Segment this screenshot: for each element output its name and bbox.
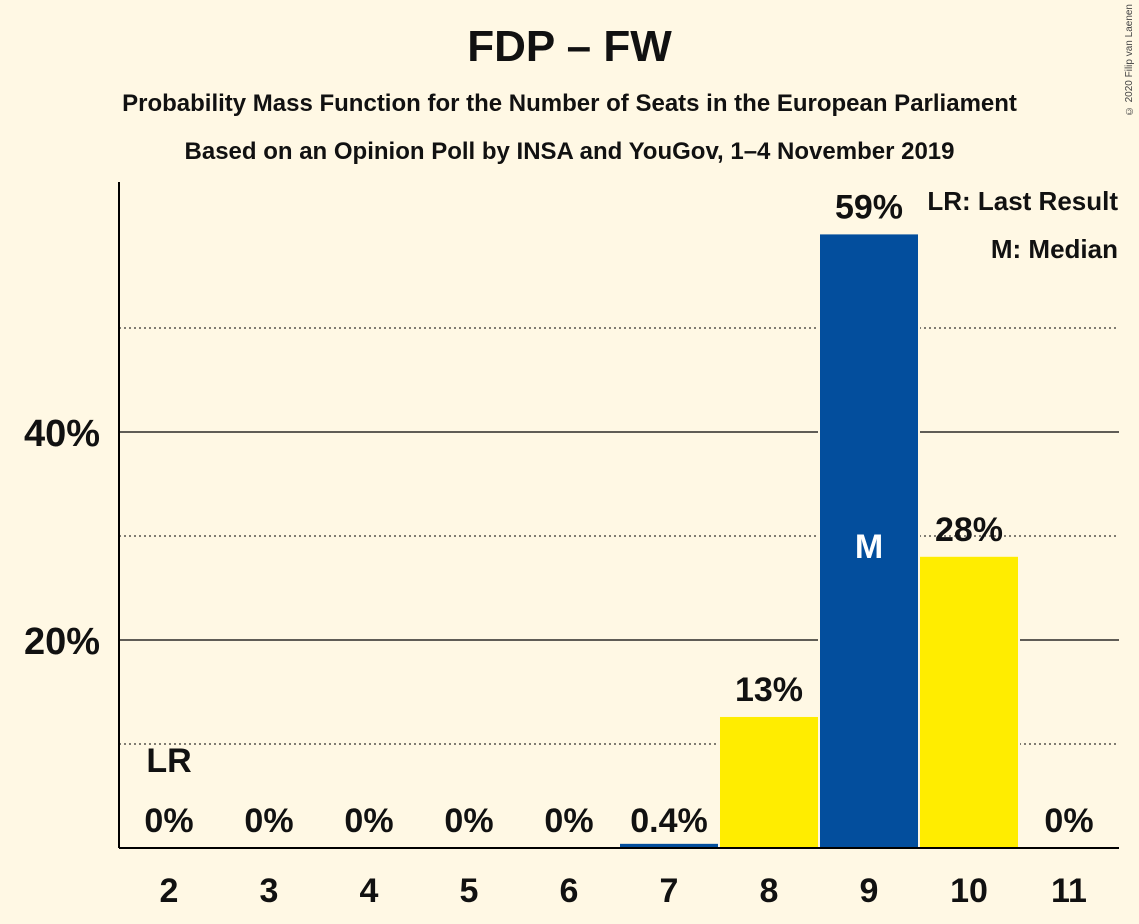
bar: [720, 716, 818, 848]
value-label: 0%: [144, 802, 193, 840]
labels: 20% 40% 2 3 4 5 6 7 8 9 10 11 0% 0% 0% 0% 0% 0.4% 13% 59% 28…: [24, 188, 1094, 910]
legend-entry: M: Median: [991, 234, 1118, 264]
value-label: 0%: [1044, 802, 1093, 840]
bar: [620, 843, 718, 848]
value-label: 0.4%: [630, 802, 708, 840]
x-tick-label: 10: [950, 872, 988, 910]
x-tick-label: 6: [560, 872, 579, 910]
x-tick-label: 5: [460, 872, 479, 910]
value-label: 0%: [244, 802, 293, 840]
axes: [118, 182, 1119, 849]
value-label: 28%: [935, 511, 1003, 549]
bars: [618, 232, 1020, 848]
x-tick-label: 4: [360, 872, 379, 910]
y-tick-label: 40%: [24, 413, 100, 455]
x-tick-label: 11: [1051, 872, 1087, 910]
x-tick-label: 9: [860, 872, 879, 910]
value-label: 13%: [735, 671, 803, 709]
x-tick-label: 7: [660, 872, 679, 910]
bar: [920, 556, 1018, 848]
legend-entry: LR: Last Result: [927, 186, 1118, 216]
bar: [820, 234, 918, 848]
chart-title: FDP – FW: [467, 22, 672, 71]
y-tick-label: 20%: [24, 621, 100, 663]
median-marker: M: [855, 528, 883, 566]
legend: LR: Last Result M: Median: [927, 186, 1118, 264]
last-result-marker: LR: [146, 742, 191, 780]
x-tick-label: 8: [760, 872, 779, 910]
value-label: 59%: [835, 188, 903, 226]
chart-subtitle-poll: Based on an Opinion Poll by INSA and You…: [184, 138, 955, 165]
value-label: 0%: [444, 802, 493, 840]
x-tick-label: 3: [260, 872, 279, 910]
value-label: 0%: [344, 802, 393, 840]
value-label: 0%: [544, 802, 593, 840]
chart-subtitle: Probability Mass Function for the Number…: [122, 90, 1017, 117]
x-tick-label: 2: [160, 872, 179, 910]
